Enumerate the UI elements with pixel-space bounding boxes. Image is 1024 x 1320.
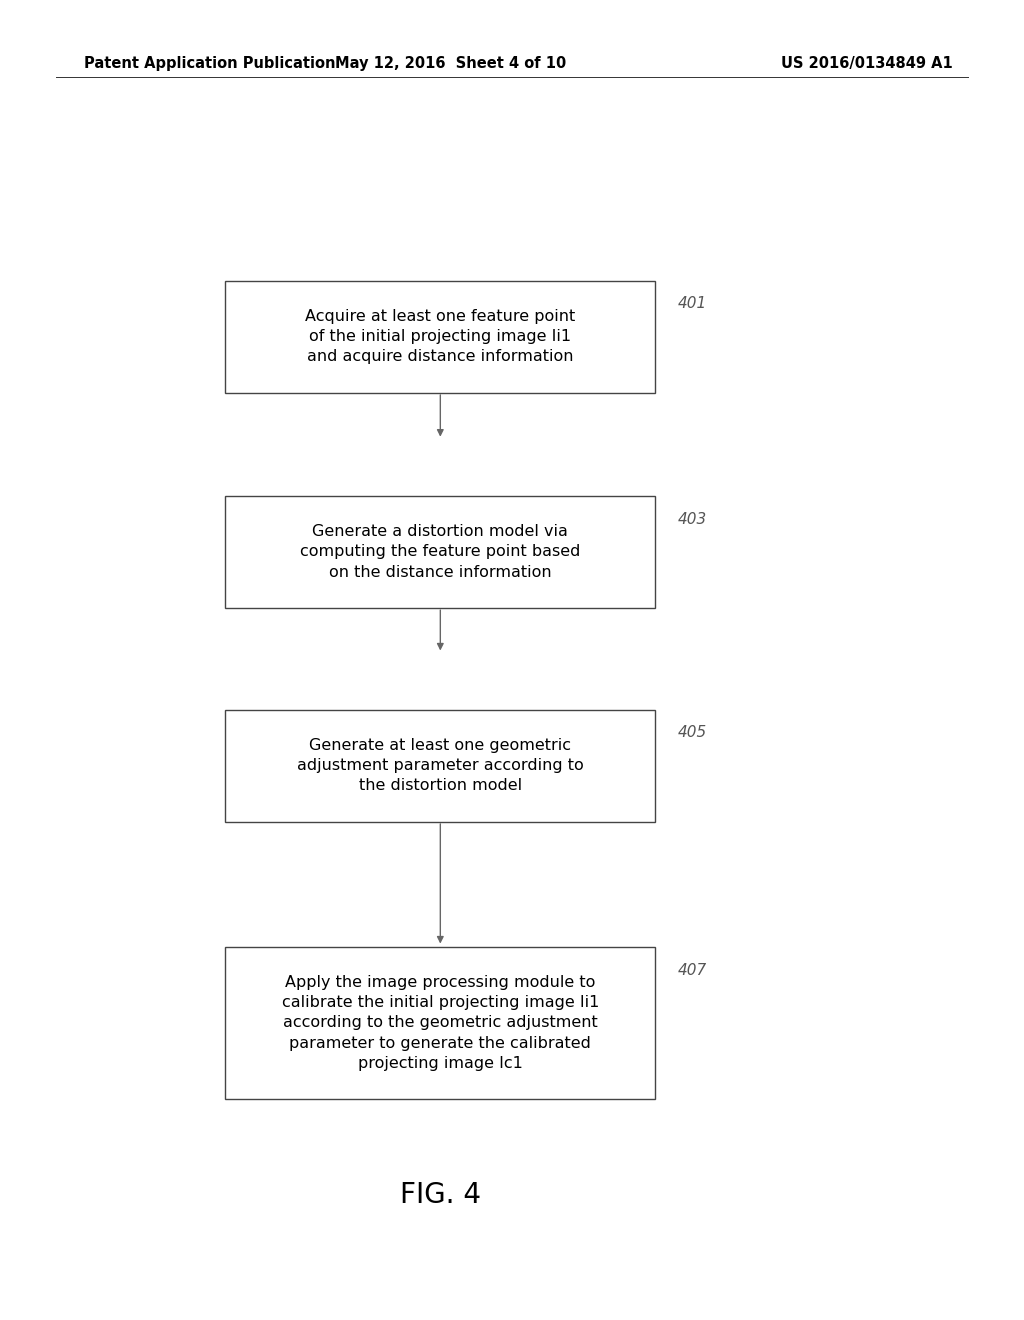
Bar bbox=[225, 948, 655, 1098]
Text: Generate a distortion model via
computing the feature point based
on the distanc: Generate a distortion model via computin… bbox=[300, 524, 581, 579]
Text: Patent Application Publication: Patent Application Publication bbox=[84, 55, 336, 71]
Text: 403: 403 bbox=[678, 512, 708, 527]
Bar bbox=[225, 710, 655, 821]
Text: 407: 407 bbox=[678, 964, 708, 978]
Bar bbox=[225, 281, 655, 393]
Text: May 12, 2016  Sheet 4 of 10: May 12, 2016 Sheet 4 of 10 bbox=[335, 55, 566, 71]
Text: 405: 405 bbox=[678, 726, 708, 741]
Text: US 2016/0134849 A1: US 2016/0134849 A1 bbox=[780, 55, 952, 71]
Text: Generate at least one geometric
adjustment parameter according to
the distortion: Generate at least one geometric adjustme… bbox=[297, 738, 584, 793]
Text: FIG. 4: FIG. 4 bbox=[399, 1180, 481, 1209]
Text: Acquire at least one feature point
of the initial projecting image Ii1
and acqui: Acquire at least one feature point of th… bbox=[305, 309, 575, 364]
Text: Apply the image processing module to
calibrate the initial projecting image Ii1
: Apply the image processing module to cal… bbox=[282, 974, 599, 1072]
Bar bbox=[225, 496, 655, 607]
Text: 401: 401 bbox=[678, 297, 708, 312]
